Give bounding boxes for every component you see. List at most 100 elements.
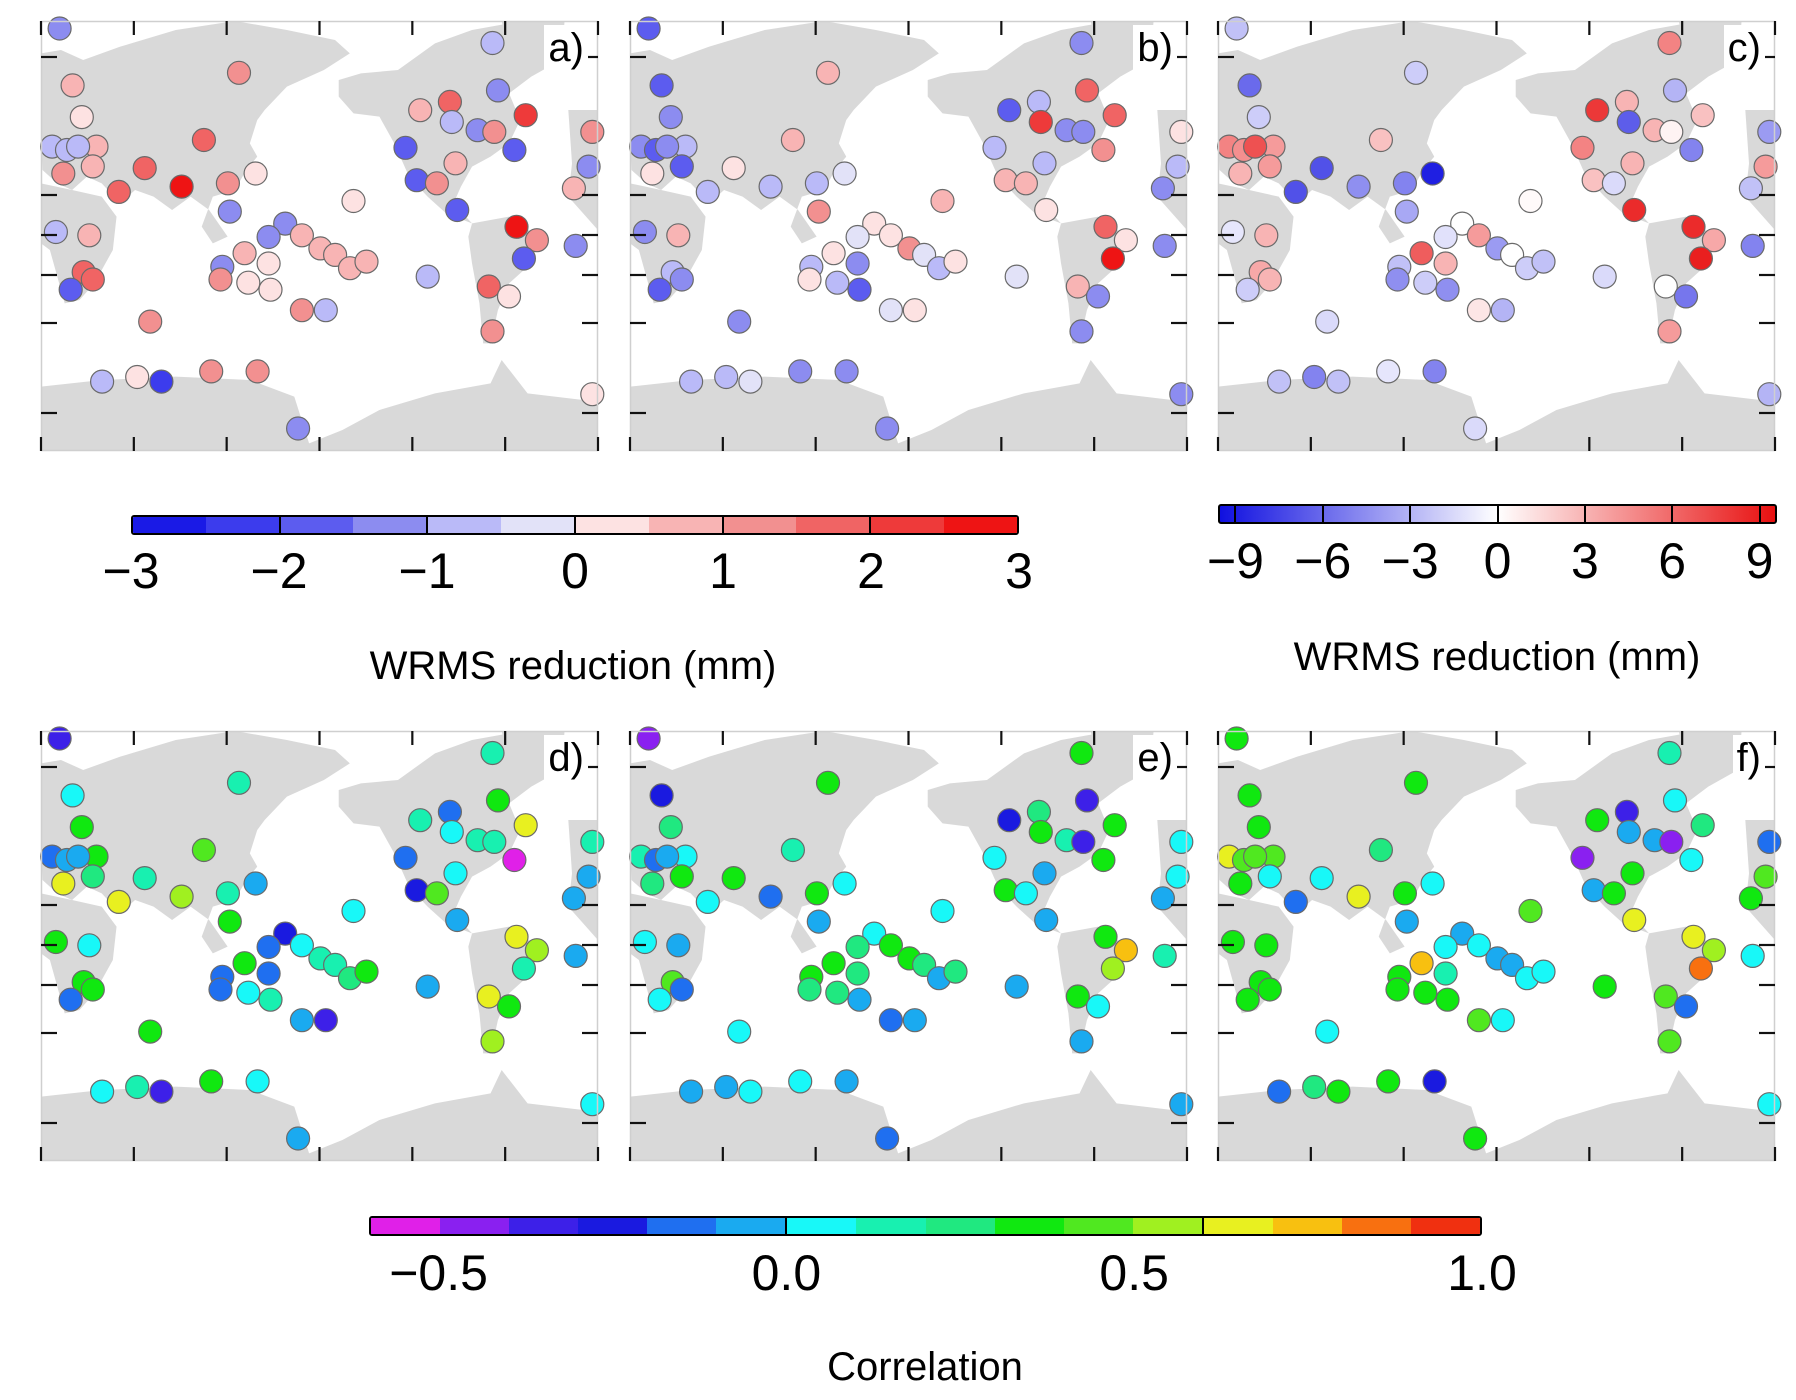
world-map <box>1216 16 1782 452</box>
station-marker <box>580 119 605 145</box>
station-marker <box>496 994 522 1019</box>
world-map <box>1216 726 1782 1162</box>
station-marker <box>1385 977 1410 1002</box>
colorbar-bin <box>353 517 427 533</box>
map-panel-a: a) <box>39 16 605 452</box>
station-marker <box>1235 277 1260 302</box>
station-marker <box>1659 119 1684 145</box>
station-marker <box>199 1069 224 1094</box>
station-marker <box>580 382 605 407</box>
station-marker <box>445 907 470 933</box>
station-marker <box>341 898 366 924</box>
station-marker <box>580 829 605 855</box>
station-marker <box>513 813 538 838</box>
station-marker <box>217 909 242 934</box>
station-marker <box>878 298 903 323</box>
station-marker <box>89 1079 115 1104</box>
station-marker <box>289 1008 314 1033</box>
station-marker <box>524 228 549 253</box>
station-marker <box>191 127 216 153</box>
station-marker <box>1433 961 1458 986</box>
colorbar-bin <box>925 1218 995 1234</box>
station-marker <box>1701 938 1726 963</box>
station-marker <box>1413 980 1438 1005</box>
station-marker <box>236 980 261 1005</box>
colorbar-tick-label: −1 <box>398 543 456 599</box>
station-marker <box>878 933 903 958</box>
station-marker <box>1266 369 1292 394</box>
station-marker <box>1326 1079 1351 1104</box>
colorbar-bin <box>716 1218 786 1234</box>
colorbar-tick-label: 0 <box>561 543 589 599</box>
station-marker <box>780 837 805 863</box>
station-marker <box>80 154 105 179</box>
station-marker <box>208 267 233 292</box>
station-marker <box>806 199 831 224</box>
station-marker <box>482 119 507 145</box>
station-marker <box>563 943 588 968</box>
station-marker <box>313 1008 338 1033</box>
station-marker <box>1518 898 1543 924</box>
station-marker <box>1592 264 1617 289</box>
station-marker <box>1169 119 1194 145</box>
station-marker <box>666 933 691 958</box>
station-marker <box>47 726 72 751</box>
station-marker <box>1433 934 1458 960</box>
station-marker <box>1585 808 1610 833</box>
station-marker <box>1681 214 1706 239</box>
station-marker <box>1254 933 1279 958</box>
station-marker <box>1614 799 1639 825</box>
station-marker <box>480 30 505 56</box>
station-marker <box>58 277 83 302</box>
station-marker <box>1309 156 1334 181</box>
colorbar-title-wrms-c: WRMS reduction (mm) <box>1293 635 1701 679</box>
station-marker <box>1757 1092 1782 1117</box>
station-marker <box>1071 119 1096 145</box>
station-marker <box>1283 179 1308 204</box>
station-marker <box>106 179 131 204</box>
station-marker <box>875 1126 900 1151</box>
station-marker <box>69 104 94 130</box>
station-marker <box>1302 364 1327 390</box>
land-north-america <box>927 23 1121 224</box>
station-marker <box>1450 211 1475 236</box>
station-marker <box>930 188 955 214</box>
station-marker <box>1433 251 1458 276</box>
station-marker <box>496 284 522 309</box>
station-marker <box>256 961 281 986</box>
station-marker <box>1346 174 1371 199</box>
station-marker <box>1065 274 1090 299</box>
station-marker <box>1581 878 1606 903</box>
station-marker <box>669 977 694 1002</box>
station-marker <box>563 233 588 258</box>
station-marker <box>1422 1069 1447 1094</box>
station-marker <box>1673 284 1699 309</box>
station-marker <box>1392 171 1417 196</box>
station-marker <box>1403 60 1429 85</box>
station-marker <box>273 211 298 236</box>
station-marker <box>1690 103 1715 128</box>
station-marker <box>832 161 857 186</box>
station-marker <box>243 161 268 186</box>
station-marker <box>1224 16 1249 41</box>
station-marker <box>1315 309 1340 334</box>
station-marker <box>1093 214 1118 239</box>
station-marker <box>289 223 314 248</box>
station-marker <box>502 137 527 163</box>
station-marker <box>443 861 468 886</box>
station-marker <box>1392 881 1417 906</box>
station-marker <box>1420 871 1445 896</box>
panel-label: b) <box>1133 25 1177 71</box>
station-marker <box>65 844 91 869</box>
station-marker <box>658 104 683 130</box>
map-panel-e: e) <box>628 726 1194 1162</box>
station-marker <box>1169 1092 1194 1117</box>
station-marker <box>1302 1074 1327 1100</box>
station-marker <box>1681 924 1706 949</box>
station-marker <box>1422 359 1447 384</box>
colorbar-tick-label: −0.5 <box>389 1245 488 1301</box>
station-marker <box>51 871 76 896</box>
station-marker <box>997 98 1022 123</box>
station-marker <box>1152 943 1177 968</box>
station-marker <box>780 127 805 153</box>
